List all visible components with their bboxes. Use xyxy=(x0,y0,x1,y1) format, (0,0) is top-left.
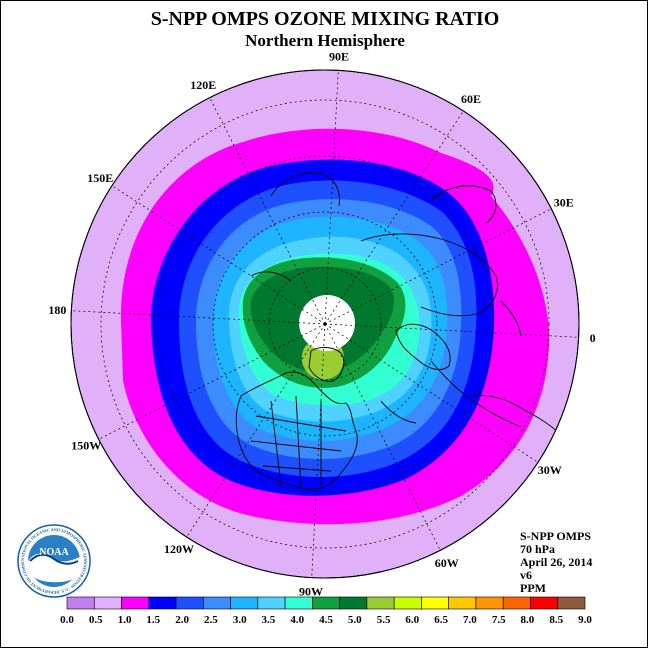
colorbar-tick-label: 7.5 xyxy=(492,614,506,626)
noaa-logo: NOAA NATIONAL OCEANIC AND ATMOSPHERIC AD… xyxy=(16,523,91,598)
colorbar-tick-label: 0.5 xyxy=(89,614,103,626)
pole-mask xyxy=(299,295,355,351)
colorbar-tick-label: 5.5 xyxy=(377,614,391,626)
latitude-circle xyxy=(268,267,382,381)
colorbar-swatch xyxy=(312,596,340,610)
meridian-line xyxy=(324,110,464,325)
colorbar-swatch xyxy=(175,596,204,610)
colorbar-tick-label: 2.0 xyxy=(175,614,189,626)
meridian-line xyxy=(186,323,326,538)
longitude-label: 0 xyxy=(590,331,596,345)
meridian-line xyxy=(324,323,579,338)
colorbar-tick-label: 6.0 xyxy=(405,614,419,626)
colorbar-swatch xyxy=(257,596,286,610)
colorbar-swatch xyxy=(284,596,313,610)
noaa-logo-text: NOAA xyxy=(39,547,69,558)
colorbar-tick-label: 0.0 xyxy=(60,614,74,626)
colorbar-swatch xyxy=(366,596,395,610)
longitude-label: 180 xyxy=(48,303,66,317)
colorbar-tick-label: 3.0 xyxy=(233,614,247,626)
colorbar-tick-label: 9.0 xyxy=(578,614,592,626)
latitude-circle xyxy=(156,155,494,493)
colorbar-swatch xyxy=(502,596,531,610)
meridian-line xyxy=(324,323,539,463)
ozone-field xyxy=(120,128,572,525)
info-date: April 26, 2014 xyxy=(520,555,593,569)
longitude-label: 120E xyxy=(190,78,216,92)
colorbar: 0.0 0.5 1.0 1.5 2.0 2.5 3.0 3.5 4.0 4.5 5.0 5.5 6.0 6… xyxy=(60,596,592,626)
colorbar-swatch xyxy=(230,596,259,610)
longitude-label: 90W xyxy=(299,585,323,599)
colorbar-tick-label: 6.5 xyxy=(434,614,448,626)
longitude-label: 120W xyxy=(164,542,194,556)
longitude-label: 60E xyxy=(461,92,481,106)
page-subtitle: Northern Hemisphere xyxy=(245,31,405,50)
graticule xyxy=(71,70,579,578)
colorbar-swatch xyxy=(557,596,586,610)
meridian-line xyxy=(324,323,441,551)
latitude-circle xyxy=(212,211,438,437)
longitude-label: 30E xyxy=(554,195,574,209)
meridian-line xyxy=(324,70,339,325)
colorbar-swatch xyxy=(530,596,559,610)
map-border xyxy=(70,69,580,579)
colorbar-swatch xyxy=(475,596,504,610)
colorbar-swatch xyxy=(66,596,95,610)
colorbar-swatch xyxy=(203,596,231,610)
meridian-line xyxy=(311,323,326,578)
colorbar-swatch xyxy=(448,596,477,610)
longitude-label: 30W xyxy=(538,463,562,477)
colorbar-swatch xyxy=(393,596,422,610)
latitude-circle xyxy=(100,99,550,549)
longitude-label: 60W xyxy=(435,556,459,570)
coastlines xyxy=(235,172,572,490)
meridian-line xyxy=(209,97,326,325)
info-units: PPM xyxy=(520,581,546,595)
longitude-label: 150E xyxy=(87,171,113,185)
info-instrument: S-NPP OMPS xyxy=(520,529,591,543)
colorbar-tick-label: 2.5 xyxy=(204,614,218,626)
colorbar-swatch xyxy=(121,596,150,610)
colorbar-swatch xyxy=(421,596,449,610)
colorbar-tick-label: 8.0 xyxy=(521,614,535,626)
meridian-line xyxy=(98,323,326,440)
longitude-labels: 90E 60E 30E 0 30W 60W 90W 120W 150W 180 150E 120E xyxy=(48,49,595,598)
page-title: S-NPP OMPS OZONE MIXING RATIO xyxy=(150,8,500,30)
meridian-line xyxy=(71,310,326,325)
colorbar-swatch xyxy=(93,596,122,610)
colorbar-swatch xyxy=(148,596,177,610)
colorbar-tick-label: 1.5 xyxy=(146,614,160,626)
colorbar-tick-label: 1.0 xyxy=(118,614,132,626)
longitude-label: 150W xyxy=(71,439,101,453)
colorbar-tick-label: 5.0 xyxy=(348,614,362,626)
colorbar-tick-label: 4.5 xyxy=(319,614,333,626)
colorbar-tick-label: 3.5 xyxy=(262,614,276,626)
meridian-line xyxy=(111,185,326,325)
info-version: v6 xyxy=(520,568,532,582)
info-level: 70 hPa xyxy=(520,542,556,556)
colorbar-swatch xyxy=(339,596,368,610)
colorbar-tick-label: 7.0 xyxy=(463,614,477,626)
colorbar-tick-label: 4.0 xyxy=(290,614,304,626)
colorbar-tick-label: 8.5 xyxy=(549,614,563,626)
longitude-label: 90E xyxy=(329,49,349,63)
meridian-line xyxy=(324,208,552,325)
